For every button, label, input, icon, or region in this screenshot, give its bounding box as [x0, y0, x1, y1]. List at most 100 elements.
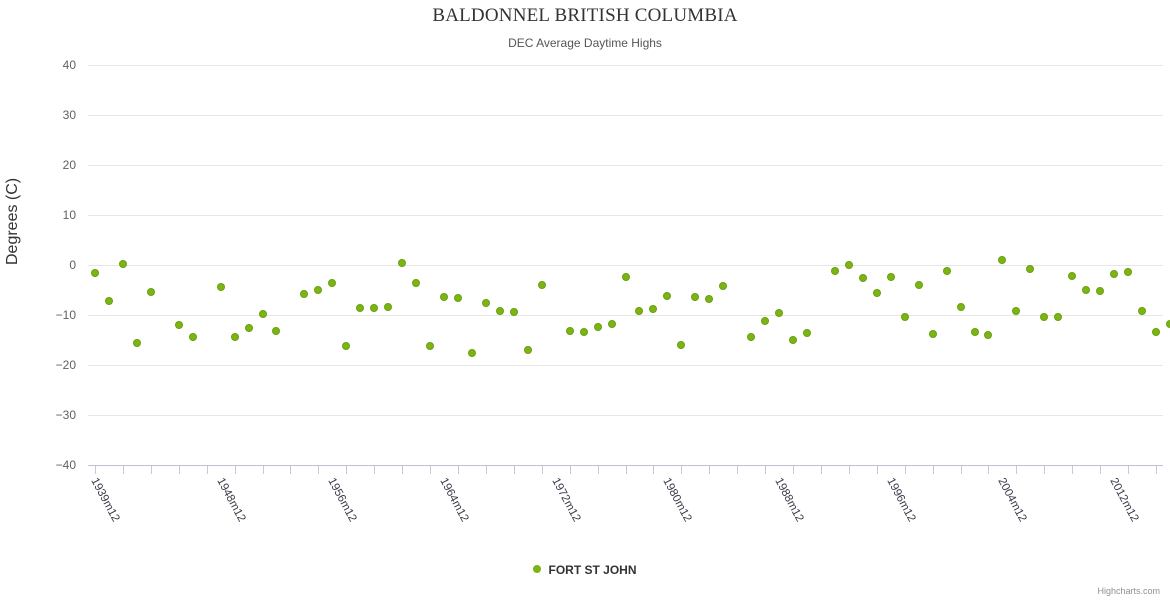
- data-point[interactable]: [705, 295, 714, 303]
- data-point[interactable]: [132, 338, 141, 347]
- x-axis-tick: [765, 466, 767, 474]
- x-axis-tick-label: 1956m12: [325, 476, 359, 524]
- data-point[interactable]: [607, 320, 616, 328]
- data-point[interactable]: [928, 329, 937, 338]
- data-point[interactable]: [635, 307, 644, 315]
- data-point[interactable]: [1124, 267, 1133, 276]
- x-axis-tick: [960, 466, 962, 474]
- data-point[interactable]: [621, 273, 630, 281]
- data-point[interactable]: [440, 293, 448, 301]
- data-point[interactable]: [998, 255, 1007, 264]
- data-point[interactable]: [956, 303, 965, 311]
- data-point[interactable]: [537, 281, 546, 289]
- data-point[interactable]: [1152, 328, 1161, 336]
- data-point[interactable]: [984, 331, 993, 339]
- data-point[interactable]: [272, 327, 281, 335]
- data-point[interactable]: [216, 283, 225, 291]
- data-point[interactable]: [942, 267, 951, 275]
- y-axis-tick-label: −30: [55, 408, 76, 422]
- data-point[interactable]: [1068, 272, 1077, 280]
- data-point[interactable]: [747, 333, 756, 341]
- data-point[interactable]: [356, 304, 365, 312]
- data-point[interactable]: [830, 267, 839, 275]
- legend-item-label: FORT ST JOHN: [548, 563, 637, 577]
- data-point[interactable]: [426, 341, 435, 350]
- x-axis-tick: [150, 466, 152, 474]
- data-point[interactable]: [579, 328, 588, 336]
- x-axis-tick: [1016, 466, 1018, 474]
- legend-item-fort-st-john[interactable]: FORT ST JOHN: [533, 563, 637, 577]
- x-axis-tick-label: 2004m12: [995, 476, 1029, 524]
- data-point[interactable]: [1012, 307, 1021, 315]
- data-point[interactable]: [244, 323, 253, 332]
- x-axis-tick: [122, 466, 124, 474]
- data-point[interactable]: [872, 289, 881, 297]
- x-axis-tick: [904, 466, 906, 474]
- data-point[interactable]: [593, 323, 602, 331]
- data-point[interactable]: [1165, 319, 1170, 328]
- data-point[interactable]: [328, 279, 337, 287]
- data-point[interactable]: [1054, 312, 1063, 321]
- x-axis-tick: [178, 466, 180, 474]
- gridline: [88, 65, 1163, 66]
- x-axis-tick: [457, 466, 459, 474]
- data-point[interactable]: [300, 290, 309, 298]
- data-point[interactable]: [453, 294, 462, 302]
- data-point[interactable]: [1110, 270, 1119, 278]
- data-point[interactable]: [118, 259, 127, 268]
- data-point[interactable]: [900, 313, 909, 321]
- data-point[interactable]: [230, 332, 239, 341]
- data-point[interactable]: [789, 336, 798, 344]
- data-point[interactable]: [342, 342, 351, 350]
- data-point[interactable]: [90, 269, 99, 277]
- data-point[interactable]: [761, 317, 770, 325]
- gridline: [88, 215, 1163, 216]
- y-axis-tick-label: −40: [55, 458, 76, 472]
- data-point[interactable]: [370, 304, 379, 312]
- data-point[interactable]: [691, 293, 700, 301]
- data-point[interactable]: [258, 309, 267, 318]
- data-point[interactable]: [914, 281, 923, 289]
- data-point[interactable]: [509, 307, 518, 316]
- data-point[interactable]: [384, 303, 393, 311]
- plot-area: [88, 65, 1170, 466]
- data-point[interactable]: [565, 327, 574, 335]
- legend-marker-icon: [533, 565, 542, 573]
- x-axis-tick: [876, 466, 878, 474]
- data-point[interactable]: [663, 292, 672, 300]
- data-point[interactable]: [858, 274, 867, 282]
- data-point[interactable]: [523, 346, 532, 354]
- data-point[interactable]: [174, 321, 183, 329]
- data-point[interactable]: [1082, 286, 1091, 294]
- data-point[interactable]: [1096, 287, 1105, 295]
- data-point[interactable]: [146, 288, 155, 296]
- data-point[interactable]: [719, 282, 728, 290]
- data-point[interactable]: [412, 278, 421, 287]
- y-axis-tick-label: 0: [69, 258, 76, 272]
- gridline: [88, 265, 1163, 266]
- x-axis-tick: [569, 466, 571, 474]
- data-point[interactable]: [1138, 307, 1147, 315]
- x-axis-tick: [206, 466, 208, 474]
- data-point[interactable]: [1040, 313, 1049, 321]
- data-point[interactable]: [775, 308, 784, 317]
- x-axis-tick: [1072, 466, 1074, 474]
- data-point[interactable]: [886, 273, 895, 281]
- data-point[interactable]: [481, 299, 490, 307]
- data-point[interactable]: [104, 297, 113, 305]
- data-point[interactable]: [495, 307, 504, 315]
- data-point[interactable]: [649, 305, 658, 313]
- data-point[interactable]: [398, 258, 407, 267]
- data-point[interactable]: [314, 286, 323, 294]
- data-point[interactable]: [188, 333, 197, 341]
- data-point[interactable]: [844, 261, 853, 269]
- data-point[interactable]: [1026, 264, 1035, 273]
- x-axis-tick: [709, 466, 711, 474]
- data-point[interactable]: [467, 348, 476, 357]
- data-point[interactable]: [677, 341, 686, 349]
- data-point[interactable]: [802, 329, 811, 337]
- y-axis-tick-label: 40: [62, 58, 76, 72]
- data-point[interactable]: [970, 327, 979, 336]
- x-axis-tick: [430, 466, 432, 474]
